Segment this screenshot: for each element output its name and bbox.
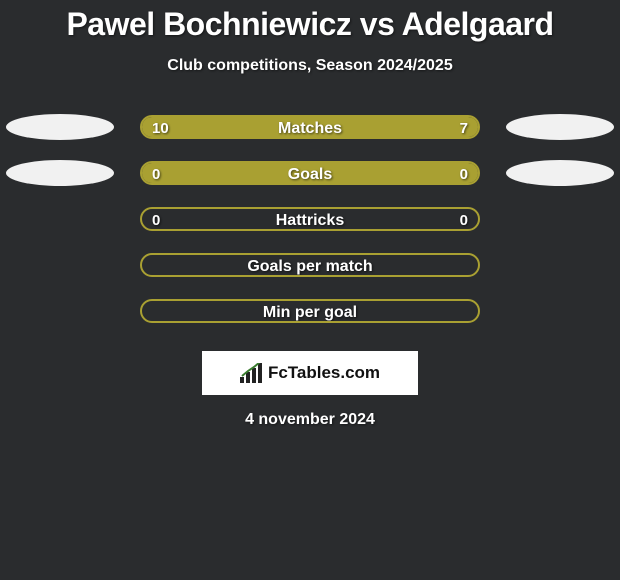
logo-text: FcTables.com [268,363,380,383]
stat-row: Goals per match [0,253,620,277]
footer-date: 4 november 2024 [0,411,620,429]
page-title: Pawel Bochniewicz vs Adelgaard [0,6,620,43]
stat-label: Min per goal [142,301,478,323]
stat-bar: Min per goal [140,299,480,323]
comparison-infographic: Pawel Bochniewicz vs Adelgaard Club comp… [0,0,620,429]
stat-rows: Matches107 Goals00 Hattricks0 0 Goals per ma… [0,115,620,323]
stat-value-right: 0 [460,209,468,231]
stat-row: Goals00 [0,161,620,185]
page-subtitle: Club competitions, Season 2024/2025 [0,57,620,75]
logo-box: FcTables.com [202,351,418,395]
team-ellipse-right [506,160,614,186]
team-ellipse-right [506,114,614,140]
stat-bar: Goals per match [140,253,480,277]
team-ellipse-left [6,160,114,186]
bar-fill-left [142,163,312,185]
team-ellipse-left [6,114,114,140]
bar-fill-right [308,117,478,139]
bar-fill-left [142,117,312,139]
stat-row: Hattricks0 0 [0,207,620,231]
stat-bar: Goals00 [140,161,480,185]
stat-bar: Matches107 [140,115,480,139]
stat-row: Matches107 [0,115,620,139]
stat-label: Hattricks [142,209,478,231]
stat-row: Min per goal [0,299,620,323]
bar-fill-right [308,163,478,185]
fctables-icon [240,363,264,383]
stat-label: Goals per match [142,255,478,277]
stat-bar: Hattricks0 0 [140,207,480,231]
stat-value-left: 0 [152,209,160,231]
